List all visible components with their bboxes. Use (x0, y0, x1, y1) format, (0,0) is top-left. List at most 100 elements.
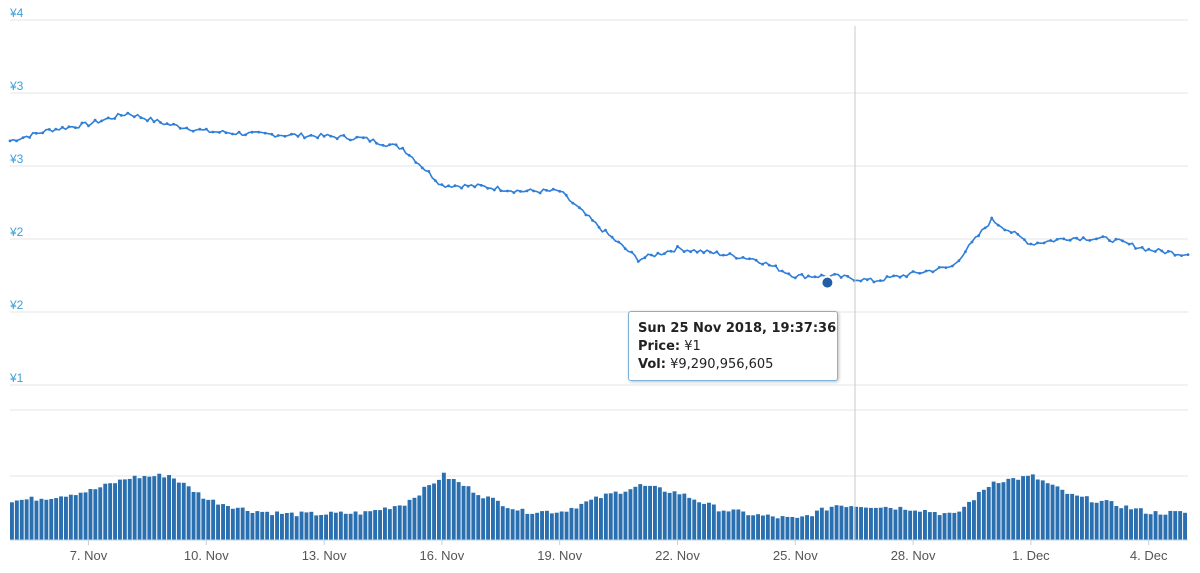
hover-point-marker[interactable] (820, 275, 835, 290)
price-point (139, 116, 143, 120)
price-point (996, 223, 1000, 227)
volume-bar (343, 513, 348, 540)
volume-bar (869, 507, 873, 540)
volume-bar (162, 477, 167, 540)
price-point (1023, 238, 1026, 242)
volume-bar (1094, 502, 1099, 540)
price-point (617, 240, 620, 244)
price-point (1121, 239, 1124, 243)
price-point (610, 235, 614, 239)
volume-bar (275, 511, 279, 540)
volume-bar (702, 503, 706, 540)
price-point (643, 256, 647, 260)
x-tick-label: 1. Dec (1012, 548, 1050, 563)
x-tick-label: 10. Nov (184, 548, 229, 563)
volume-bar (240, 507, 245, 540)
price-point (1049, 239, 1052, 242)
volume-bar (903, 509, 908, 540)
volume-bar (338, 511, 343, 540)
volume-bar (1099, 500, 1104, 540)
price-point (198, 127, 202, 131)
y-tick-label: ¥2 (9, 298, 24, 312)
price-point (1127, 242, 1131, 246)
volume-bar (775, 518, 780, 540)
volume-bar (329, 511, 333, 540)
volume-bar (883, 506, 888, 540)
price-point (34, 131, 38, 135)
price-point (918, 271, 922, 275)
volume-bar (618, 493, 623, 540)
volume-bar (1114, 506, 1119, 540)
x-tick-label: 28. Nov (891, 548, 936, 563)
volume-bar (1050, 484, 1055, 540)
volume-bar (628, 489, 633, 540)
volume-bar (147, 476, 152, 540)
tooltip-date: Sun 25 Nov 2018, 19:37:36 (638, 321, 837, 336)
price-point (15, 139, 18, 143)
tooltip-price-value: ¥1 (684, 339, 701, 354)
grid-lines (10, 19, 1188, 477)
price-point (944, 266, 948, 269)
volume-bar (44, 499, 49, 540)
price-point (983, 226, 987, 230)
price-point (257, 130, 261, 134)
price-point (754, 258, 758, 262)
volume-bar (564, 511, 569, 540)
volume-bar (819, 507, 824, 540)
volume-bar (491, 497, 495, 540)
volume-bar (64, 496, 68, 540)
price-point (807, 274, 810, 278)
volume-bar (78, 492, 83, 540)
price-point (1134, 247, 1137, 250)
price-points (8, 111, 1190, 284)
price-point (663, 252, 666, 256)
volume-bar (265, 511, 270, 540)
volume-bar (486, 496, 490, 540)
price-point (434, 179, 437, 183)
volume-bar (1040, 480, 1045, 540)
volume-bar (756, 514, 760, 540)
volume-bar (815, 510, 819, 540)
volume-bar (505, 508, 510, 540)
volume-bar (118, 479, 122, 540)
price-point (453, 184, 457, 188)
volume-bar (599, 498, 603, 540)
price-point (126, 111, 130, 115)
volume-bar (1080, 496, 1084, 540)
price-point (532, 189, 535, 193)
volume-bar (137, 478, 142, 540)
volume-bar (864, 507, 868, 540)
price-point (964, 250, 967, 254)
price-point (551, 187, 555, 191)
volume-bar (692, 499, 697, 540)
price-point (54, 127, 58, 131)
y-tick-label: ¥3 (9, 79, 24, 93)
volume-bar (260, 511, 265, 540)
volume-bar (1153, 511, 1158, 540)
volume-bar (68, 494, 73, 540)
volume-bar (707, 502, 711, 540)
volume-bar (142, 476, 147, 540)
price-point (748, 257, 751, 261)
price-point (427, 170, 431, 173)
volume-bar (152, 476, 157, 540)
volume-bar (643, 485, 648, 540)
volume-bar (1163, 514, 1168, 540)
volume-bar (608, 493, 613, 540)
price-point (1003, 228, 1007, 232)
volume-bar (24, 499, 29, 540)
volume-bar (751, 515, 756, 540)
price-point (1095, 237, 1098, 241)
price-point (283, 134, 287, 138)
price-point (244, 133, 248, 137)
volume-bar (525, 513, 530, 540)
price-point (820, 273, 823, 277)
volume-bar (854, 506, 859, 540)
volume-bar (1173, 511, 1178, 540)
price-point (689, 250, 692, 254)
volume-bar (1016, 479, 1021, 540)
price-point (571, 201, 575, 205)
volume-bar (721, 510, 726, 540)
price-point (702, 251, 706, 255)
